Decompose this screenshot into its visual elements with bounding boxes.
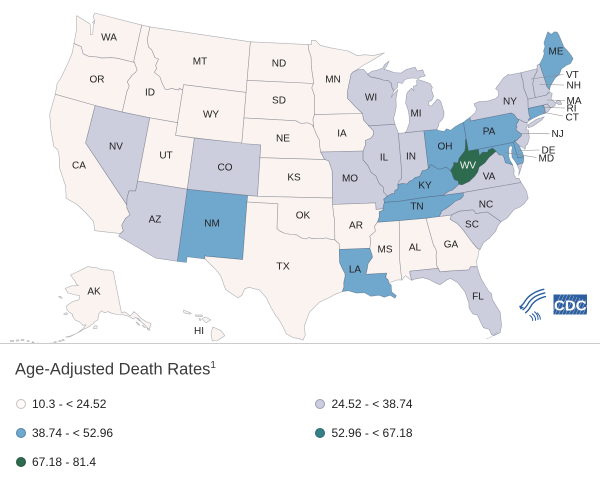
svg-text:NV: NV <box>109 141 123 152</box>
svg-text:NE: NE <box>276 133 290 144</box>
svg-text:IA: IA <box>337 128 347 139</box>
svg-text:ID: ID <box>145 87 155 98</box>
svg-text:AZ: AZ <box>149 214 162 225</box>
svg-text:IL: IL <box>380 152 389 163</box>
svg-text:HI: HI <box>194 326 204 337</box>
svg-text:NC: NC <box>479 199 493 210</box>
svg-text:WA: WA <box>101 32 117 43</box>
svg-text:LA: LA <box>349 264 362 275</box>
svg-text:OH: OH <box>438 141 453 152</box>
svg-text:DE: DE <box>542 145 556 156</box>
svg-text:SC: SC <box>465 219 479 230</box>
svg-text:PA: PA <box>483 126 496 137</box>
svg-text:NH: NH <box>567 80 581 91</box>
svg-text:CA: CA <box>72 160 86 171</box>
svg-text:WY: WY <box>203 109 219 120</box>
svg-text:MA: MA <box>567 96 582 107</box>
svg-text:UT: UT <box>159 150 172 161</box>
svg-text:MT: MT <box>193 56 207 67</box>
svg-text:TX: TX <box>276 260 289 272</box>
svg-text:ME: ME <box>549 46 564 57</box>
svg-text:NM: NM <box>204 218 220 229</box>
svg-text:NJ: NJ <box>552 129 564 140</box>
svg-text:MS: MS <box>378 244 393 255</box>
svg-text:ND: ND <box>272 58 286 69</box>
svg-text:OR: OR <box>90 74 105 85</box>
svg-text:GA: GA <box>444 239 459 250</box>
svg-text:CO: CO <box>218 162 233 173</box>
svg-text:AK: AK <box>87 287 101 298</box>
svg-text:FL: FL <box>472 291 484 302</box>
svg-text:KY: KY <box>418 180 432 191</box>
svg-text:MD: MD <box>539 153 555 164</box>
svg-text:CDC: CDC <box>554 297 587 314</box>
svg-text:SD: SD <box>272 95 286 106</box>
svg-text:RI: RI <box>567 103 577 114</box>
svg-text:KS: KS <box>287 172 301 183</box>
svg-text:AL: AL <box>409 242 422 253</box>
svg-text:AR: AR <box>349 220 363 231</box>
svg-text:CT: CT <box>566 112 579 123</box>
svg-text:OK: OK <box>296 210 311 221</box>
svg-text:MI: MI <box>410 108 421 119</box>
svg-text:WI: WI <box>365 92 377 103</box>
svg-text:WV: WV <box>460 160 476 171</box>
svg-text:MN: MN <box>325 74 341 85</box>
svg-text:NY: NY <box>503 96 517 107</box>
svg-text:VT: VT <box>566 70 579 81</box>
svg-text:VA: VA <box>483 171 496 182</box>
svg-text:TN: TN <box>410 201 423 212</box>
svg-text:MO: MO <box>342 173 358 184</box>
svg-text:IN: IN <box>406 151 416 162</box>
